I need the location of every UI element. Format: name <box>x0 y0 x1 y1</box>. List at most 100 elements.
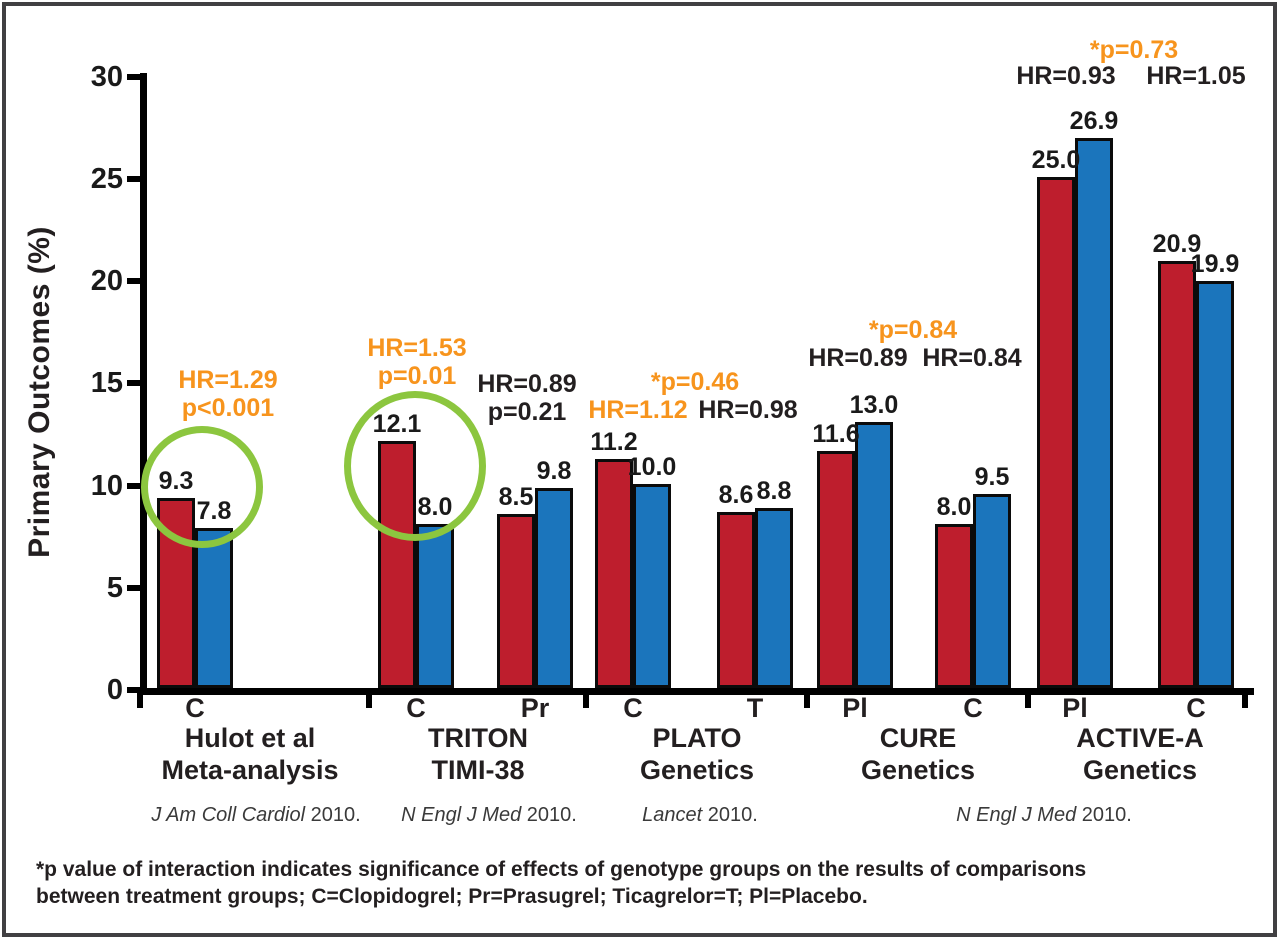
x-tick-label: C <box>1186 693 1206 723</box>
bar-value-label: 26.9 <box>1069 106 1119 135</box>
y-axis-tick <box>127 175 140 182</box>
bar-value-label: 9.8 <box>536 456 572 485</box>
x-axis-group-tick <box>366 688 372 708</box>
x-axis-group-tick <box>804 688 810 708</box>
bar-value-label: 13.0 <box>849 391 899 420</box>
bar-red <box>817 450 855 688</box>
bar-blue <box>973 493 1011 688</box>
y-tick-label: 5 <box>106 571 123 604</box>
bar-value-label: 11.6 <box>812 419 860 448</box>
p-interaction-annotation: *p=0.46 <box>651 368 739 396</box>
highlight-circle <box>141 426 263 548</box>
annotation-line: p=0.21 <box>487 398 567 426</box>
annotation-line: HR=0.89 <box>808 344 908 372</box>
citation-year: 2010. <box>1076 804 1132 826</box>
bar-red <box>1158 260 1196 688</box>
group-name-line: Genetics <box>639 755 755 785</box>
group-name-line: CURE <box>879 723 957 753</box>
group-name: TRITON TIMI-38 <box>428 722 528 786</box>
hr-annotation: HR=0.93 <box>1016 62 1115 90</box>
x-axis-group-tick <box>137 688 143 708</box>
annotation-line: HR=0.89 <box>477 370 577 398</box>
p-interaction-annotation: *p=0.84 <box>869 316 957 344</box>
citation-year: 2010. <box>305 804 361 826</box>
citation: Lancet 2010. <box>642 804 758 827</box>
citation: J Am Coll Cardiol 2010. <box>151 804 360 827</box>
footnote-line-2: between treatment groups; C=Clopidogrel;… <box>36 885 868 908</box>
annotation-line: *p=0.46 <box>650 368 740 396</box>
bar-red <box>717 512 755 688</box>
y-axis-tick <box>127 73 140 80</box>
bar-blue <box>633 483 671 688</box>
group-name: PLATO Genetics <box>640 722 754 786</box>
citation-journal: N Engl J Med <box>956 804 1077 826</box>
x-tick-label: C <box>963 693 983 723</box>
citation-journal: Lancet <box>642 804 703 826</box>
y-tick-label: 10 <box>90 469 123 502</box>
group-name-line: Meta-analysis <box>161 755 339 785</box>
citation-journal: N Engl J Med <box>401 804 522 826</box>
group-name-line: PLATO <box>652 723 742 753</box>
group-name-line: Genetics <box>1082 755 1198 785</box>
y-axis-tick <box>127 482 140 489</box>
hr-annotation: HR=0.84 <box>922 344 1021 372</box>
annotation-line: *p=0.84 <box>868 316 958 344</box>
bar-red <box>1037 176 1075 688</box>
y-axis-tick <box>127 380 140 387</box>
annotation-line: HR=0.98 <box>698 396 798 424</box>
bar-blue <box>195 528 233 688</box>
y-axis-tick <box>127 687 140 693</box>
group-name-line: TIMI-38 <box>431 755 525 785</box>
annotation-line: HR=0.84 <box>922 344 1022 372</box>
hr-annotation: HR=1.12 <box>588 396 687 424</box>
bar-red <box>595 458 633 688</box>
hr-annotation: HR=1.53 p=0.01 <box>367 334 466 390</box>
bar-value-label: 8.6 <box>718 481 754 510</box>
x-axis-group-tick <box>1242 688 1248 708</box>
bar-value-label: 19.9 <box>1190 250 1240 279</box>
x-tick-label: C <box>406 693 426 723</box>
bar-blue <box>416 524 454 688</box>
annotation-line: p<0.001 <box>181 394 275 422</box>
annotation-line: HR=1.05 <box>1146 62 1246 90</box>
group-name: ACTIVE-A Genetics <box>1076 722 1204 786</box>
bar-value-label: 8.0 <box>936 493 972 522</box>
y-axis-tick <box>127 278 140 284</box>
group-name-line: TRITON <box>428 723 528 753</box>
x-tick-label: T <box>746 693 764 723</box>
y-tick-label: 0 <box>106 674 123 706</box>
bar-value-label: 8.5 <box>498 483 534 512</box>
bar-blue <box>1196 281 1234 688</box>
citation: N Engl J Med 2010. <box>401 804 577 827</box>
group-name: CURE Genetics <box>861 722 975 786</box>
citation-journal: J Am Coll Cardiol <box>151 804 306 826</box>
annotation-line: HR=0.93 <box>1016 62 1116 90</box>
bar-value-label: 11.2 <box>590 427 638 456</box>
bar-value-label: 9.5 <box>974 462 1010 491</box>
p-interaction-annotation: *p=0.73 <box>1090 36 1178 64</box>
x-axis-group-tick <box>1025 688 1031 708</box>
annotation-line: HR=1.12 <box>588 396 688 424</box>
x-tick-label: Pr <box>520 693 550 723</box>
group-name-line: ACTIVE-A <box>1076 723 1204 753</box>
y-tick-label: 25 <box>90 162 123 195</box>
hr-annotation: HR=1.05 <box>1146 62 1245 90</box>
bar-red <box>935 524 973 688</box>
footnote: *p value of interaction indicates signif… <box>36 856 1251 910</box>
citation-year: 2010. <box>521 804 577 826</box>
hr-annotation: HR=1.29 p<0.001 <box>178 366 277 422</box>
citation-year: 2010. <box>702 804 758 826</box>
y-axis-line <box>140 73 147 695</box>
group-name-line: Hulot et al <box>184 723 316 753</box>
x-axis-line <box>137 688 1254 695</box>
x-tick-label: Pl <box>1062 693 1088 723</box>
y-axis-tick <box>127 584 140 591</box>
bar-value-label: 8.8 <box>756 477 792 506</box>
y-tick-label: 30 <box>90 60 123 93</box>
annotation-line: p=0.01 <box>377 362 457 390</box>
y-tick-label: 15 <box>90 367 123 400</box>
hr-annotation: HR=0.98 <box>698 396 797 424</box>
bar-blue <box>1075 137 1113 688</box>
